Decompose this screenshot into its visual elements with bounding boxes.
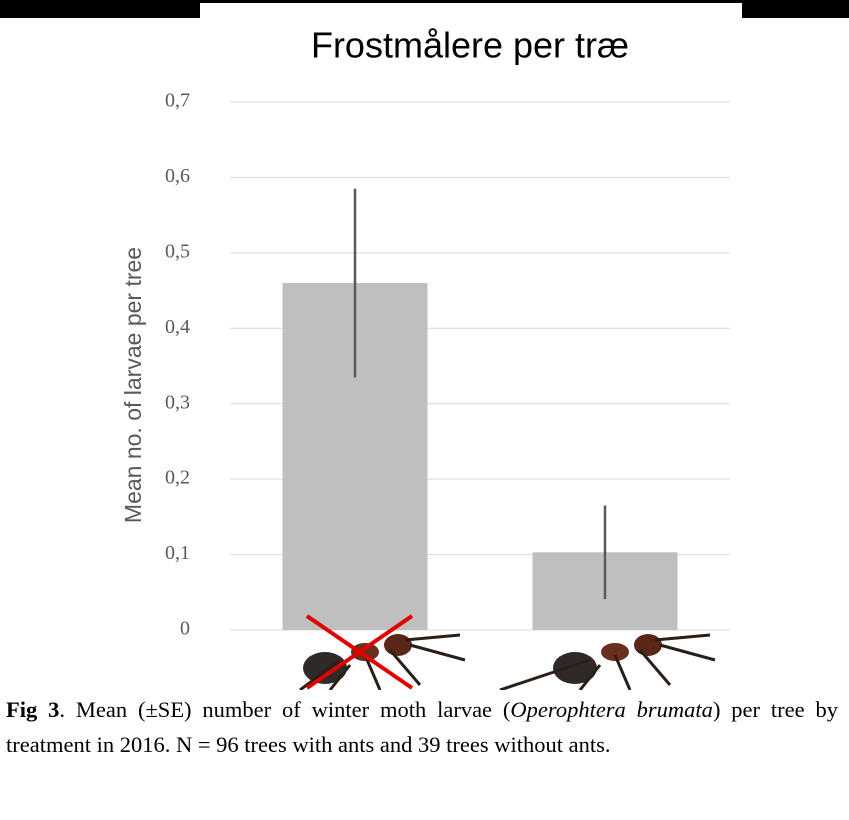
y-tick-label: 0,5	[165, 240, 190, 262]
plot: 0 0,1 0,2 0,3 0,4 0,5 0,6 0,7	[165, 90, 730, 640]
top-bar	[0, 0, 200, 18]
y-axis-label: Mean no. of larvae per tree	[120, 247, 146, 523]
caption-text: . Mean (±SE) number of winter moth larva…	[59, 697, 511, 722]
y-tick-label: 0,2	[165, 467, 190, 489]
y-tick-label: 0,6	[165, 165, 190, 187]
y-tick-label: 0,7	[165, 90, 190, 112]
caption-text: ) per tree by treatment in 2016. N = 96 …	[6, 697, 838, 757]
chart: Frostmålere per træ Mean no. of larvae p…	[0, 0, 849, 690]
cross-out	[305, 614, 414, 690]
y-tick-label: 0,3	[165, 391, 190, 413]
caption: Fig 3. Mean (±SE) number of winter moth …	[6, 692, 838, 762]
ant-icon	[299, 633, 466, 690]
ant-icon	[499, 633, 716, 690]
caption-label: Fig 3	[6, 697, 60, 722]
chart-title: Frostmålere per træ	[311, 25, 629, 66]
y-tick-label: 0,1	[165, 542, 190, 564]
caption-species: Operophtera brumata	[510, 697, 713, 722]
top-bar	[200, 0, 742, 3]
y-tick-label: 0,4	[165, 316, 190, 338]
y-tick-label: 0	[180, 618, 190, 640]
top-bar	[742, 0, 849, 18]
